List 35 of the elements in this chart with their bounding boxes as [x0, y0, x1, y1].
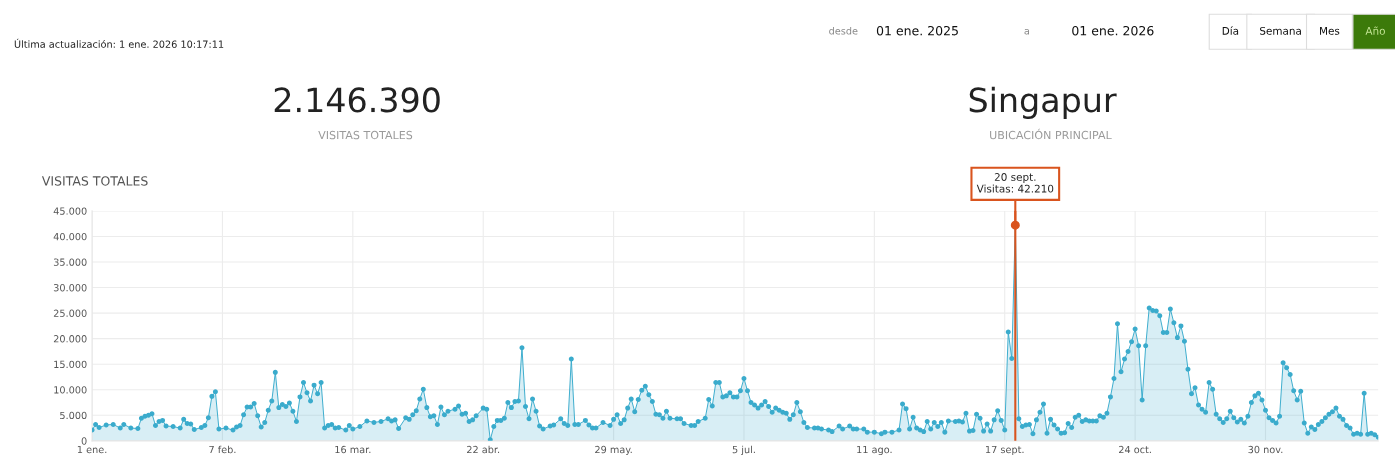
text: a [1024, 29, 1030, 35]
text: Semana [1260, 26, 1301, 35]
x-tick-label: 30 nov. [1248, 445, 1283, 454]
text: UBICACIÓN PRINCIPAL [990, 128, 1112, 140]
x-tick-label: 22 abr. [467, 445, 500, 454]
text: desde [829, 27, 858, 35]
y-tick-label: 10.000 [54, 386, 87, 394]
text: 2.146.390 [274, 87, 440, 113]
chart-title: VISITAS TOTALES [41, 176, 148, 186]
x-tick-label: 29 may. [595, 445, 632, 456]
y-tick-label: 45.000 [53, 207, 87, 215]
text: VISITAS TOTALES [318, 130, 413, 140]
x-tick-label: 17 sept. [986, 445, 1024, 456]
x-tick-label: 1 ene. [77, 445, 107, 454]
x-tick-label: 11 ago. [857, 445, 892, 456]
y-tick-label: 30.000 [53, 284, 87, 292]
y-tick-label: 5.000 [60, 411, 87, 420]
text: Mes [1320, 27, 1340, 35]
x-tick-label: 16 mar. [335, 445, 371, 454]
y-tick-label: 0 [81, 437, 87, 445]
y-tick-label: 20.000 [53, 335, 87, 343]
x-tick-label: 5 jul. [732, 445, 755, 456]
y-tick-label: 25.000 [53, 309, 87, 317]
y-tick-label: 15.000 [54, 360, 87, 369]
y-tick-label: 35.000 [53, 258, 87, 266]
text: 01 ene. 2025 [876, 25, 958, 36]
text: Año [1365, 26, 1385, 35]
x-tick-label: 7 feb. [209, 445, 236, 454]
y-tick-label: 40.000 [53, 232, 87, 241]
x-tick-label: 24 oct. [1119, 445, 1151, 454]
text: 01 ene. 2026 [1072, 25, 1154, 36]
annotation: 20 sept. Visitas: 42.210 [976, 173, 1054, 193]
text: Singapur [969, 86, 1117, 119]
text: Día [1222, 26, 1239, 35]
text: Última actualización: 1 ene. 2026 10:17:11 [14, 38, 224, 48]
